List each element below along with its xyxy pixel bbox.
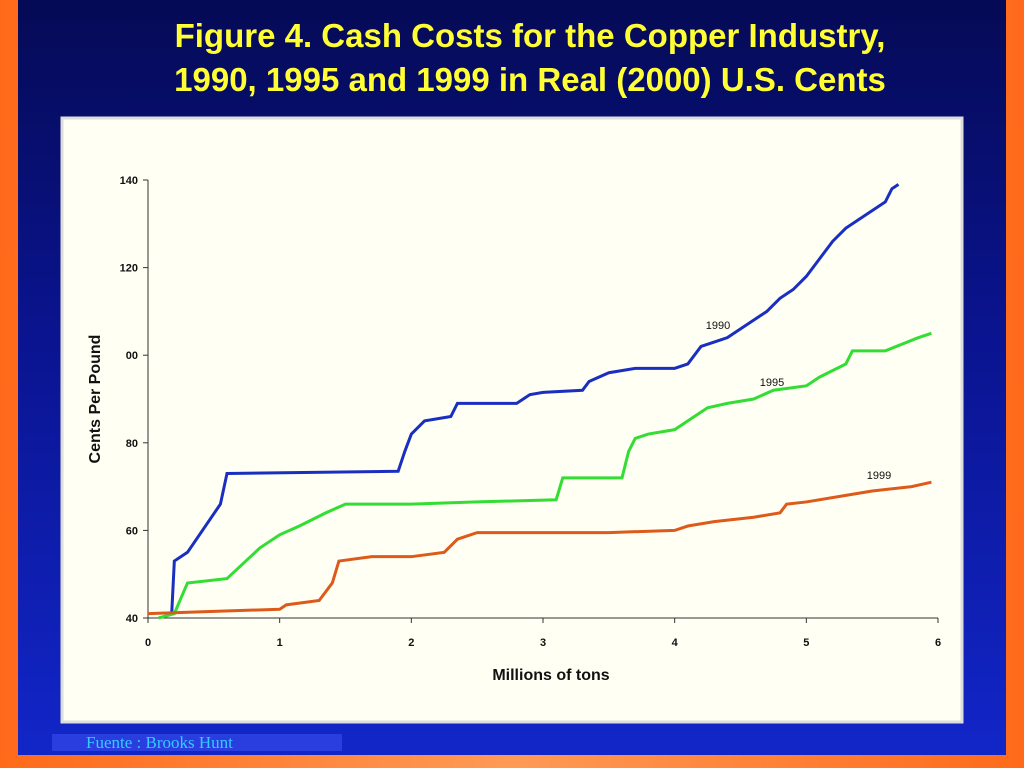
slide-title: Figure 4. Cash Costs for the Copper Indu… xyxy=(70,14,990,102)
x-tick-label: 2 xyxy=(408,637,414,649)
x-tick-label: 3 xyxy=(540,637,546,649)
series-line xyxy=(158,331,932,620)
x-tick-label: 5 xyxy=(803,637,809,649)
y-tick-label: 140 xyxy=(120,175,138,187)
source-note: Fuente : Brooks Hunt xyxy=(52,734,342,751)
x-tick-label: 1 xyxy=(277,637,283,649)
series-label: 1999 xyxy=(867,470,891,482)
y-tick-label: 00 xyxy=(126,350,138,362)
x-tick-label: 0 xyxy=(145,637,151,649)
series-line xyxy=(147,480,932,616)
x-axis-title: Millions of tons xyxy=(492,667,609,684)
series-line xyxy=(170,183,900,614)
y-tick-label: 40 xyxy=(126,613,138,625)
y-tick-label: 120 xyxy=(120,263,138,275)
y-axis-title: Cents Per Pound xyxy=(87,335,104,464)
series-label: 1995 xyxy=(760,377,784,389)
x-tick-label: 4 xyxy=(672,637,679,649)
series-label: 1990 xyxy=(706,320,730,332)
title-line: 1990, 1995 and 1999 in Real (2000) U.S. … xyxy=(174,61,886,98)
chart-frame xyxy=(60,116,964,724)
x-tick-label: 6 xyxy=(935,637,941,649)
y-tick-label: 60 xyxy=(126,525,138,537)
title-line: Figure 4. Cash Costs for the Copper Indu… xyxy=(174,17,886,54)
y-tick-label: 80 xyxy=(126,438,138,450)
